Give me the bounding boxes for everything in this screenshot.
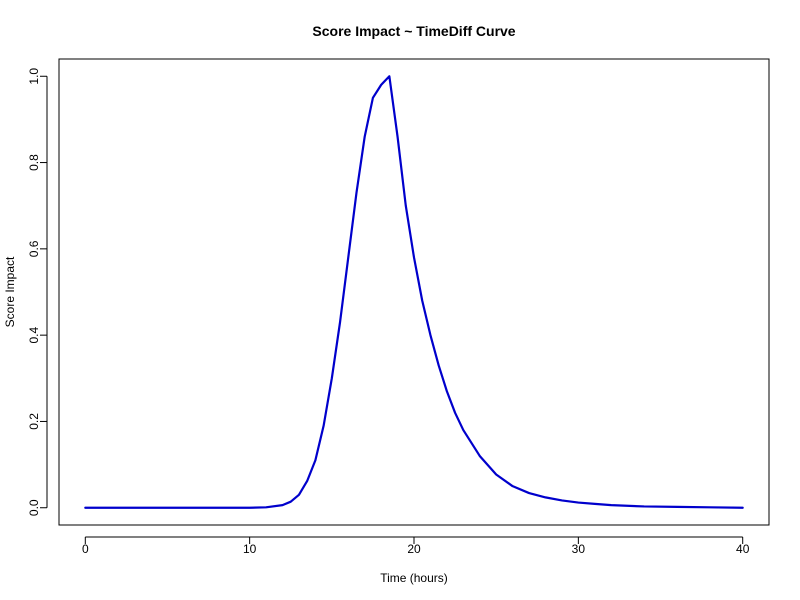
y-tick-label: 0.8 [27, 154, 41, 171]
x-tick-label: 40 [736, 542, 750, 556]
x-tick-label: 10 [243, 542, 257, 556]
x-axis: 0 10 20 30 40 [82, 536, 750, 556]
y-tick-label: 1.0 [27, 68, 41, 85]
y-axis: 0.0 0.2 0.4 0.6 0.8 1.0 [27, 68, 48, 516]
series-layer [84, 75, 744, 509]
x-tick-label: 20 [407, 542, 421, 556]
x-tick-label: 30 [572, 542, 586, 556]
series-line-0 [84, 75, 744, 509]
plot-frame [58, 58, 770, 526]
y-tick-label: 0.6 [27, 240, 41, 257]
x-axis-title: Time (hours) [380, 571, 448, 585]
x-tick-label: 0 [82, 542, 89, 556]
chart-title: Score Impact ~ TimeDiff Curve [312, 23, 515, 39]
y-tick-label: 0.0 [27, 499, 41, 516]
y-tick-label: 0.4 [27, 326, 41, 343]
y-axis-title: Score Impact [3, 256, 17, 327]
y-tick-label: 0.2 [27, 413, 41, 430]
